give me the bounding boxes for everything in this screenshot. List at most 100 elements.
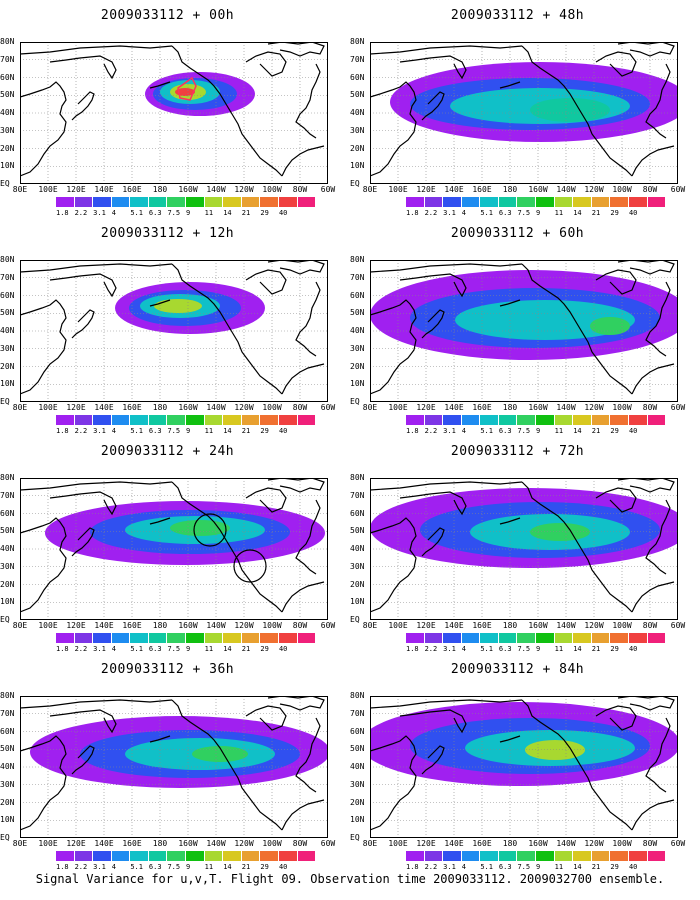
colorbar-tick-label: 5.1 <box>480 863 493 871</box>
colorbar-swatch <box>223 197 242 207</box>
coastline <box>399 273 467 298</box>
colorbar-swatch <box>111 633 131 643</box>
colorbar-swatch <box>647 851 667 861</box>
colorbar-swatch <box>480 415 499 425</box>
coastline <box>20 45 173 55</box>
colorbar-tick-label: 1.8 <box>406 645 419 653</box>
lon-tick-label: 120W <box>234 839 254 848</box>
colorbar-tick-label: 11 <box>554 427 564 435</box>
lat-tick-label: EQ <box>0 615 10 624</box>
colorbar-tick-label: 3.1 <box>443 645 456 653</box>
colorbar-swatch <box>591 197 611 207</box>
coastline <box>20 481 173 491</box>
colorbar-swatch <box>204 851 224 861</box>
colorbar-swatch <box>297 415 317 425</box>
lon-tick-label: 100W <box>612 621 632 630</box>
colorbar-swatch <box>241 851 261 861</box>
map-frame <box>370 260 678 402</box>
lat-tick-label: 40N <box>350 326 365 335</box>
lon-tick-label: 180 <box>152 621 168 630</box>
colorbar-swatch <box>554 851 574 861</box>
lat-tick-label: EQ <box>0 179 10 188</box>
colorbar <box>406 197 667 207</box>
colorbar-swatch <box>93 197 112 207</box>
colorbar-swatch <box>628 197 648 207</box>
lon-tick-label: 160E <box>122 185 142 194</box>
lat-tick-label: 60N <box>0 72 15 82</box>
lon-tick-label: 60W <box>670 621 686 630</box>
colorbar-tick-label: 6.3 <box>148 209 162 217</box>
colorbar <box>56 851 317 861</box>
lon-tick-label: 140E <box>94 621 114 630</box>
lat-tick-label: 20N <box>350 797 365 807</box>
coastline <box>171 481 283 613</box>
panel-title: 2009033112 + 84h <box>450 662 585 677</box>
colorbar-swatch <box>406 197 425 207</box>
colorbar-swatch <box>424 851 444 861</box>
colorbar-swatch <box>74 851 94 861</box>
lat-tick-label: 80N <box>350 37 365 46</box>
lat-tick-label: 10N <box>0 379 15 389</box>
lat-tick-label: 60N <box>0 508 15 518</box>
colorbar-tick-label: 14 <box>223 645 232 653</box>
coastline <box>370 735 417 831</box>
coastline <box>645 717 671 793</box>
lat-tick-label: 80N <box>0 255 15 264</box>
colorbar-swatch <box>554 415 574 425</box>
colorbar-tick-label: 14 <box>573 645 582 653</box>
colorbar-tick-label: 9 <box>186 645 191 653</box>
coastline <box>149 299 171 307</box>
lon-tick-label: 180 <box>152 839 168 848</box>
colorbar-swatch <box>461 851 481 861</box>
lon-tick-label: 60W <box>670 839 686 848</box>
colorbar-tick-label: 6.3 <box>148 427 162 435</box>
colorbar-swatch <box>56 633 75 643</box>
colorbar-tick-label: 29 <box>610 645 619 653</box>
colorbar-tick-label: 3.1 <box>93 645 106 653</box>
lat-tick-label: 30N <box>0 561 15 571</box>
colorbar-tick-label: 3.1 <box>443 427 456 435</box>
lat-tick-label: EQ <box>0 833 10 842</box>
colorbar-swatch <box>130 415 149 425</box>
colorbar-tick-label: 2.2 <box>74 427 88 435</box>
colorbar-tick-label: 9 <box>536 863 541 871</box>
lat-tick-label: 50N <box>350 744 365 754</box>
colorbar-swatch <box>111 197 131 207</box>
colorbar-tick-label: 2.2 <box>424 427 438 435</box>
lon-tick-label: 120W <box>584 621 604 630</box>
lat-tick-label: 50N <box>350 526 365 536</box>
coastline <box>370 517 417 613</box>
colorbar-tick-label: 3.1 <box>93 863 106 871</box>
coastline <box>49 273 117 298</box>
colorbar-swatch <box>628 415 648 425</box>
coastline <box>370 45 523 55</box>
lat-tick-label: 20N <box>350 579 365 589</box>
colorbar <box>406 415 667 425</box>
colorbar-tick-label: 6.3 <box>498 209 512 217</box>
lon-tick-label: 160W <box>528 185 548 194</box>
coastline <box>171 45 283 177</box>
colorbar-tick-label: 29 <box>610 427 619 435</box>
colorbar <box>56 633 317 643</box>
lon-tick-label: 140W <box>206 621 226 630</box>
colorbar-swatch <box>111 851 131 861</box>
coastline <box>20 699 173 709</box>
colorbar-swatch <box>591 415 611 425</box>
lat-tick-label: 70N <box>0 272 15 282</box>
lon-tick-label: 120E <box>416 403 436 412</box>
colorbar-tick-label: 21 <box>591 427 601 435</box>
colorbar-tick-label: 1.8 <box>406 427 419 435</box>
lat-tick-label: 10N <box>350 161 365 171</box>
lon-tick-label: 160E <box>472 621 492 630</box>
colorbar-tick-label: 3.1 <box>443 209 456 217</box>
coastline <box>295 717 321 793</box>
colorbar-swatch <box>424 633 444 643</box>
colorbar-tick-label: 5.1 <box>130 209 143 217</box>
lon-tick-label: 140W <box>556 185 576 194</box>
lon-tick-label: 120W <box>234 185 254 194</box>
lon-tick-label: 120E <box>66 839 86 848</box>
lon-tick-label: 100W <box>612 839 632 848</box>
colorbar-swatch <box>498 851 518 861</box>
colorbar-tick-label <box>298 863 317 871</box>
lon-tick-label: 80W <box>292 403 308 412</box>
